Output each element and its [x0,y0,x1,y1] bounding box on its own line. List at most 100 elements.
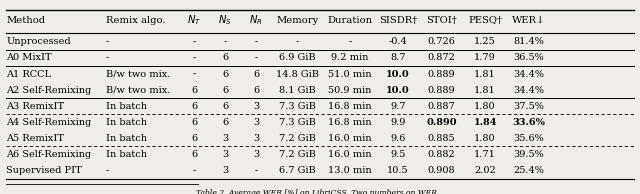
Text: A3 RemixIT: A3 RemixIT [6,102,65,111]
Text: 16.8 min: 16.8 min [328,102,372,111]
Text: -: - [296,37,300,46]
Text: 10.0: 10.0 [386,69,410,79]
Text: Unprocessed: Unprocessed [6,37,71,46]
Text: A1 RCCL: A1 RCCL [6,69,52,79]
Text: -: - [193,69,196,79]
Text: A2 Self-Remixing: A2 Self-Remixing [6,86,92,95]
Text: 3: 3 [253,102,259,111]
Text: In batch: In batch [106,102,147,111]
Text: 3: 3 [222,166,228,175]
Text: 0.889: 0.889 [428,86,456,95]
Text: 34.4%: 34.4% [513,69,544,79]
Text: In batch: In batch [106,118,147,127]
Text: 0.882: 0.882 [428,150,456,159]
Text: 8.7: 8.7 [390,53,406,62]
Text: 2.02: 2.02 [474,166,496,175]
Text: 1.80: 1.80 [474,134,496,143]
Text: WER↓: WER↓ [512,16,545,25]
Text: 6: 6 [222,102,228,111]
Text: A0 MixIT: A0 MixIT [6,53,52,62]
Text: $N_T$: $N_T$ [188,13,202,27]
Text: -: - [193,37,196,46]
Text: 3: 3 [222,150,228,159]
Text: 6: 6 [191,102,198,111]
Text: -: - [106,37,109,46]
Text: 9.7: 9.7 [390,102,406,111]
Text: 51.0 min: 51.0 min [328,69,372,79]
Text: 9.2 min: 9.2 min [332,53,369,62]
Text: 16.0 min: 16.0 min [328,150,372,159]
Text: 25.4%: 25.4% [513,166,544,175]
Text: 16.0 min: 16.0 min [328,134,372,143]
Text: 10.0: 10.0 [386,86,410,95]
Text: 7.3 GiB: 7.3 GiB [279,118,316,127]
Text: 6: 6 [191,86,198,95]
Text: 0.726: 0.726 [428,37,456,46]
Text: Remix algo.: Remix algo. [106,16,165,25]
Text: 1.81: 1.81 [474,86,496,95]
Text: 9.5: 9.5 [390,150,406,159]
Text: 0.885: 0.885 [428,134,456,143]
Text: 7.3 GiB: 7.3 GiB [279,102,316,111]
Text: Supervised PIT: Supervised PIT [6,166,82,175]
Text: 1.79: 1.79 [474,53,496,62]
Text: -: - [254,37,258,46]
Text: 37.5%: 37.5% [513,102,544,111]
Text: 6.7 GiB: 6.7 GiB [279,166,316,175]
Text: 6: 6 [191,150,198,159]
Text: -: - [223,37,227,46]
Text: SISDR†: SISDR† [379,16,417,25]
Text: 6.9 GiB: 6.9 GiB [279,53,316,62]
Text: 10.5: 10.5 [387,166,409,175]
Text: 7.2 GiB: 7.2 GiB [279,134,316,143]
Text: -: - [254,166,258,175]
Text: In batch: In batch [106,134,147,143]
Text: 9.9: 9.9 [390,118,406,127]
Text: STOI†: STOI† [426,16,457,25]
Text: 3: 3 [253,134,259,143]
Text: 35.6%: 35.6% [513,134,544,143]
Text: -: - [106,166,109,175]
Text: In batch: In batch [106,150,147,159]
Text: -0.4: -0.4 [388,37,408,46]
Text: 14.8 GiB: 14.8 GiB [276,69,319,79]
Text: 6: 6 [253,86,259,95]
Text: 6: 6 [253,69,259,79]
Text: $N_S$: $N_S$ [218,13,232,27]
Text: B/w two mix.: B/w two mix. [106,69,170,79]
Text: -: - [193,166,196,175]
Text: 33.6%: 33.6% [512,118,545,127]
Text: 1.80: 1.80 [474,102,496,111]
Text: 3: 3 [222,134,228,143]
Text: PESQ†: PESQ† [468,16,502,25]
Text: 6: 6 [191,118,198,127]
Text: A4 Self-Remixing: A4 Self-Remixing [6,118,92,127]
Text: 7.2 GiB: 7.2 GiB [279,150,316,159]
Text: -: - [348,37,352,46]
Text: 1.84: 1.84 [474,118,497,127]
Text: 1.81: 1.81 [474,69,496,79]
Text: A5 RemixIT: A5 RemixIT [6,134,65,143]
Text: 39.5%: 39.5% [513,150,544,159]
Text: 0.887: 0.887 [428,102,456,111]
Text: 1.71: 1.71 [474,150,496,159]
Text: 0.872: 0.872 [428,53,456,62]
Text: 0.889: 0.889 [428,69,456,79]
Text: 34.4%: 34.4% [513,86,544,95]
Text: 1.25: 1.25 [474,37,496,46]
Text: 16.8 min: 16.8 min [328,118,372,127]
Text: B/w two mix.: B/w two mix. [106,86,170,95]
Text: 6: 6 [191,134,198,143]
Text: 13.0 min: 13.0 min [328,166,372,175]
Text: 6: 6 [222,118,228,127]
Text: 9.6: 9.6 [390,134,406,143]
Text: Table 2. Average WER [%] on LibriCSS. Two numbers on WER...: Table 2. Average WER [%] on LibriCSS. Tw… [196,189,444,194]
Text: 3: 3 [253,150,259,159]
Text: -: - [106,53,109,62]
Text: 81.4%: 81.4% [513,37,544,46]
Text: 6: 6 [222,69,228,79]
Text: $N_R$: $N_R$ [249,13,263,27]
Text: 6: 6 [222,86,228,95]
Text: -: - [193,53,196,62]
Text: Memory: Memory [276,16,319,25]
